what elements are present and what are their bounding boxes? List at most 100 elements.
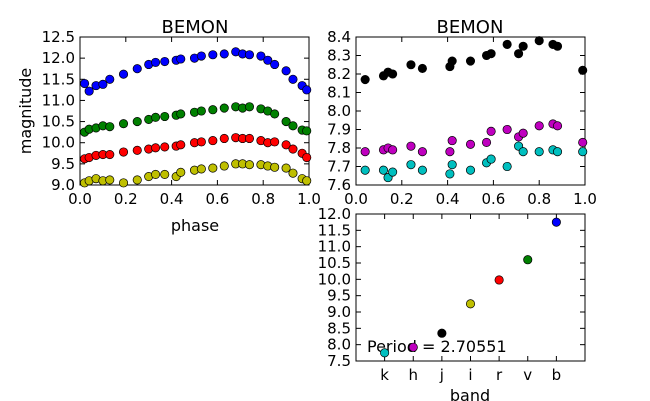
panel-1-series-2-point bbox=[176, 140, 186, 150]
panel-2-xtick-label: 0.0 bbox=[344, 190, 368, 208]
panel-2-series-2-point bbox=[552, 121, 563, 131]
panel-1-series-3-point bbox=[208, 105, 218, 115]
panel-1-series-2-point bbox=[244, 133, 255, 144]
panel-2-ytick-label: 8.2 bbox=[327, 65, 351, 83]
panel-1-series-3-point bbox=[270, 109, 280, 119]
panel-2-series-2-point bbox=[534, 121, 544, 131]
panel-1-xtick-label: 0.4 bbox=[160, 190, 184, 208]
panel-1-ytick-label: 12.0 bbox=[42, 49, 75, 67]
panel-2-series-1-point bbox=[447, 160, 457, 170]
panel-2-series-3-point bbox=[514, 49, 524, 59]
panel-1-series-3-point bbox=[244, 102, 255, 112]
panel-1-ytick-label: 12.5 bbox=[42, 28, 75, 46]
panel-2-series-2-point bbox=[445, 147, 455, 157]
panel-1-series-1-point bbox=[151, 169, 161, 179]
panel-2-series-1-point bbox=[534, 147, 544, 157]
panel-3-ytick-label: 11.0 bbox=[318, 238, 351, 256]
panel-3-xlabel: band bbox=[450, 386, 490, 401]
panel-3-xtick-label: k bbox=[380, 366, 389, 384]
panel-2-series-3-point bbox=[552, 41, 563, 51]
panel-2-ytick-label: 8.4 bbox=[327, 28, 351, 46]
panel-2-series-2-point bbox=[388, 145, 398, 155]
panel-2-xtick-label: 0.4 bbox=[436, 190, 460, 208]
panel-2-series-2-point bbox=[417, 147, 427, 157]
panel-2-series-2-point bbox=[406, 141, 416, 151]
panel-3-ytick-label: 11.5 bbox=[318, 221, 351, 239]
panel-3-xtick-label: j bbox=[439, 366, 444, 384]
panel-1-ytick-label: 10.5 bbox=[42, 113, 75, 131]
panel-1-series-4-point bbox=[176, 54, 186, 64]
panel-1-ytick-label: 10.0 bbox=[42, 134, 75, 152]
panel-1-series-4-point bbox=[302, 85, 312, 95]
panel-1-series-2-point bbox=[151, 143, 161, 153]
panel-2-series-3-point bbox=[447, 56, 457, 66]
panel-1-series-4-point bbox=[288, 74, 298, 84]
panel-2-xtick-label: 0.2 bbox=[390, 190, 414, 208]
panel-1-series-1-point bbox=[288, 168, 298, 178]
panel-2-series-2-point bbox=[481, 137, 492, 147]
panel-1-series-4-point bbox=[208, 50, 218, 60]
panel-2-series-1-point bbox=[552, 147, 563, 157]
panel-2-series-3-point bbox=[360, 75, 370, 85]
panel-2-series-1-point bbox=[360, 165, 370, 175]
panel-1-series-2-point bbox=[270, 137, 280, 147]
panel-1-title: BEMON bbox=[162, 17, 229, 38]
panel-3-ytick-label: 8.0 bbox=[327, 336, 351, 354]
band-point-h bbox=[408, 342, 418, 352]
band-point-j bbox=[437, 328, 447, 338]
panel-2-ytick-label: 8.3 bbox=[327, 47, 351, 65]
panel-2-xtick-label: 0.8 bbox=[527, 190, 551, 208]
panel-1-series-2-point bbox=[208, 136, 218, 146]
panel-2-series-1-point bbox=[388, 167, 398, 177]
panel-1-series-2-point bbox=[132, 145, 142, 155]
panel-1-series-4-point bbox=[118, 69, 129, 79]
panel-1-series-1-point bbox=[270, 162, 280, 172]
panel-1-series-4-point bbox=[105, 74, 115, 84]
panel-1-series-1-point bbox=[176, 167, 186, 177]
panel-1-series-3-point bbox=[281, 117, 291, 127]
panel-1-series-4-point bbox=[98, 79, 108, 89]
panel-2-xtick-label: 1.0 bbox=[573, 190, 597, 208]
panel-1-series-2-point bbox=[105, 150, 115, 160]
panel-1-series-1-point bbox=[244, 160, 255, 170]
panel-2-ytick-label: 8.0 bbox=[327, 102, 351, 120]
panel-2-series-3-point bbox=[502, 39, 512, 49]
panel-1-series-4-point bbox=[256, 51, 266, 61]
panel-2-series-1-point bbox=[465, 165, 476, 175]
panel-1-series-3-point bbox=[132, 117, 142, 127]
panel-1-xlabel: phase bbox=[171, 216, 219, 235]
panel-3-xtick-label: b bbox=[552, 366, 562, 384]
panel-1-series-4-point bbox=[151, 57, 161, 67]
panel-3-xtick-label: h bbox=[408, 366, 418, 384]
panel-2-series-3-point bbox=[534, 36, 544, 46]
panel-3-ytick-label: 7.5 bbox=[327, 352, 351, 370]
panel-1-series-4-point bbox=[132, 64, 142, 74]
panel-1-series-4-point bbox=[263, 55, 273, 65]
panel-1-series-1-point bbox=[196, 164, 206, 174]
panel-1-series-2-point bbox=[281, 140, 291, 150]
panel-1-series-4-point bbox=[160, 56, 170, 67]
panel-2-series-2-point bbox=[502, 124, 512, 135]
panel-1-series-3-point bbox=[302, 126, 312, 136]
panel-1-series-2-point bbox=[196, 137, 206, 147]
panel-1-series-3-point bbox=[160, 111, 170, 122]
panel-1-xtick-label: 0.2 bbox=[114, 190, 138, 208]
panel-1-ytick-label: 9.0 bbox=[51, 176, 75, 194]
panel-2-ytick-label: 7.7 bbox=[327, 158, 351, 176]
band-point-v bbox=[523, 255, 533, 265]
panel-1-series-3-point bbox=[151, 112, 161, 122]
panel-3-ytick-label: 9.0 bbox=[327, 303, 351, 321]
panel-1-ytick-label: 11.0 bbox=[42, 91, 75, 109]
panel-1-series-4-point bbox=[196, 51, 206, 61]
panel-2-series-1-point bbox=[502, 161, 512, 172]
panel-1-series-2-point bbox=[160, 142, 170, 152]
panel-1-series-2-point bbox=[219, 133, 229, 144]
panel-2-ytick-label: 7.6 bbox=[327, 176, 351, 194]
panel-1-ytick-label: 9.5 bbox=[51, 155, 75, 173]
ticks-layer: 9.09.510.010.511.011.512.012.50.0 0.2 0.4 0… bbox=[42, 28, 597, 384]
panel-2-series-3-point bbox=[406, 60, 416, 70]
panel-3-ytick-label: 10.0 bbox=[318, 270, 351, 288]
panel-1-series-3-point bbox=[288, 121, 298, 131]
panel-1-frame bbox=[79, 36, 310, 186]
